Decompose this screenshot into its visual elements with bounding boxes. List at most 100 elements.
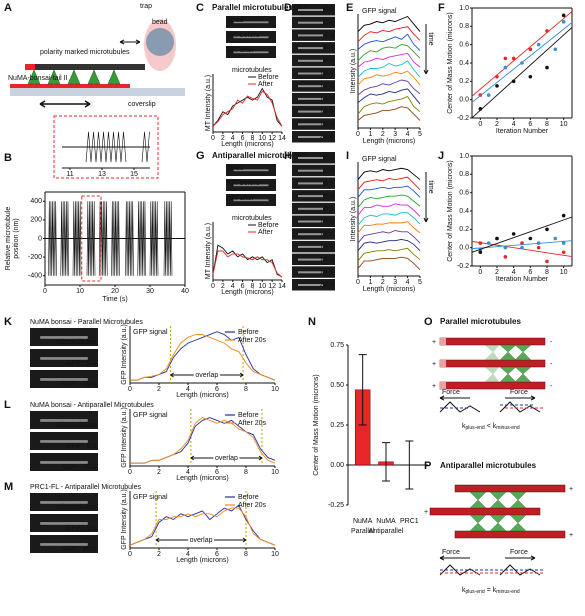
micrograph-signal — [298, 169, 323, 172]
point — [561, 13, 566, 18]
channel-label: GFP — [294, 4, 309, 11]
fit-line — [471, 22, 573, 103]
time-label: 18 s — [320, 269, 334, 276]
line — [357, 52, 421, 68]
label-coverslip: coverslip — [128, 101, 156, 108]
rate-relation: kplus-end = kminus-end — [462, 587, 520, 595]
force: Force — [510, 549, 528, 556]
x-tick-label: 0 — [211, 283, 215, 290]
point — [495, 236, 499, 241]
image-label: GFP - 20 s — [62, 464, 96, 471]
x-tick-label: 6 — [241, 283, 245, 290]
image-label: GFP - 0 s — [66, 525, 96, 532]
fit-line — [471, 240, 573, 250]
time-label: 2 s — [324, 167, 334, 174]
oscillation — [48, 201, 57, 276]
plus: + — [569, 486, 573, 493]
micrograph-signal — [298, 271, 323, 274]
point — [528, 74, 533, 79]
time-label: time — [427, 32, 434, 45]
x-tick-label: 8 — [244, 551, 248, 558]
y-axis-label: Intensity (a.u.) — [350, 197, 357, 241]
time-label: 14 s — [320, 95, 334, 102]
micrograph-signal — [298, 21, 323, 24]
x-tick-label: 6 — [215, 386, 219, 393]
panel-label: G — [196, 150, 205, 162]
oscillation — [125, 201, 134, 276]
x-tick-label: 5 — [418, 279, 422, 286]
x-tick-label: Antiparallel — [369, 528, 404, 535]
line — [212, 87, 283, 127]
x-tick-label: 12 — [268, 283, 276, 290]
plus: + — [569, 532, 573, 539]
chart-title: GFP signal — [362, 156, 397, 163]
x-tick-label: 1 — [368, 279, 372, 286]
line — [357, 212, 421, 226]
panel-label: L — [4, 399, 11, 411]
micrograph-signal — [298, 72, 323, 75]
mt-seed — [25, 64, 35, 70]
energy-landscape — [439, 401, 541, 413]
point — [503, 56, 508, 61]
legend-label: After 20s — [238, 337, 267, 344]
x-tick-label: 2 — [495, 269, 499, 276]
x-tick-label: 6 — [528, 269, 532, 276]
y-axis-label: Center of Mass Motion (microns) — [313, 374, 320, 476]
x-tick-label: 10 — [560, 121, 568, 128]
y-tick-label: -0.2 — [457, 115, 469, 122]
x-tick-label: Parallel — [351, 528, 375, 535]
legend-label: After — [258, 81, 273, 88]
micrograph-signal — [40, 461, 88, 464]
x-tick-label: 4 — [512, 269, 516, 276]
x-tick-label: 14 — [278, 135, 286, 142]
micrograph-signal — [298, 258, 323, 261]
force: Force — [442, 389, 460, 396]
x-tick-label: 15 — [130, 171, 138, 178]
line — [357, 15, 421, 32]
time-label: 16 s — [320, 256, 334, 263]
micrograph-signal — [40, 440, 88, 443]
image-label: GFP - 0 s — [66, 443, 96, 450]
x-tick-label: 8 — [244, 386, 248, 393]
x-axis-label: Length (microns) — [363, 138, 416, 145]
x-tick-label: 5 — [418, 131, 422, 138]
point — [561, 213, 566, 218]
panel-label: N — [308, 316, 316, 328]
panel-title: NuMA bonsai - Antiparallel Microtubules — [30, 402, 154, 409]
point — [511, 232, 516, 236]
x-tick-label: 40 — [181, 288, 189, 295]
y-tick-label: 0.25 — [330, 422, 344, 429]
x-tick-label: NuMA — [376, 518, 396, 525]
point — [561, 250, 566, 255]
overlap-label-bg — [188, 536, 215, 544]
line — [357, 238, 421, 252]
x-tick-label: 3 — [393, 279, 397, 286]
x-tick-label: 2 — [157, 469, 161, 476]
motion-arrow — [39, 100, 91, 108]
line — [129, 507, 276, 546]
time-label: time — [427, 180, 434, 193]
x-axis-label: Length (microns) — [221, 141, 274, 148]
micrograph-signal — [298, 195, 323, 198]
y-tick-label: 0.0 — [459, 245, 469, 252]
y-axis-label: GFP Intensity (a.u.) — [121, 489, 128, 550]
point — [503, 255, 508, 259]
y-tick-label: 400 — [30, 198, 42, 205]
x-tick-label: 2 — [157, 386, 161, 393]
point — [511, 56, 516, 61]
schematic-a — [10, 19, 185, 108]
line — [357, 203, 421, 217]
label-bead: bead — [152, 19, 168, 26]
image-label: microtubules — [56, 504, 96, 511]
diagram-o — [439, 337, 546, 413]
x-tick-label: 14 — [278, 283, 286, 290]
time-label: 20 s — [320, 134, 334, 141]
line — [357, 106, 421, 121]
error-bar — [382, 442, 390, 482]
overlap-label: overlap — [215, 455, 238, 462]
point — [545, 65, 549, 70]
y-tick-label: 0.2 — [459, 226, 469, 233]
line — [357, 194, 421, 208]
oscillation — [149, 201, 159, 276]
image-label: microtubules — [56, 422, 96, 429]
